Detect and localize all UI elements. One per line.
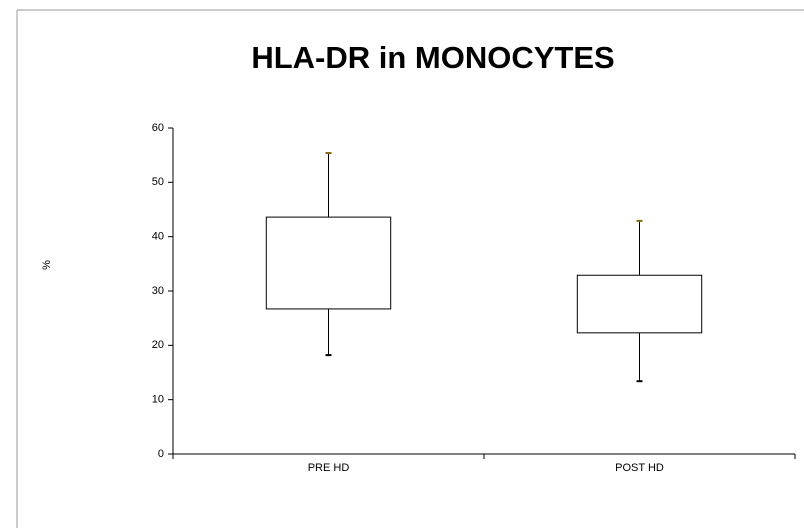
box <box>576 274 703 334</box>
box <box>265 216 392 310</box>
y-tick-label: 40 <box>152 231 164 243</box>
y-tick-label: 0 <box>158 448 164 460</box>
y-axis-label: % <box>41 260 53 270</box>
chart-title: HLA-DR in MONOCYTES <box>251 40 614 75</box>
y-tick-label: 50 <box>152 176 164 188</box>
x-tick-label: PRE HD <box>308 462 350 474</box>
y-tick-label: 30 <box>152 285 164 297</box>
y-tick-label: 10 <box>152 394 164 406</box>
x-tick-label: POST HD <box>615 462 664 474</box>
y-tick-label: 60 <box>152 122 164 134</box>
y-tick-label: 20 <box>152 339 164 351</box>
